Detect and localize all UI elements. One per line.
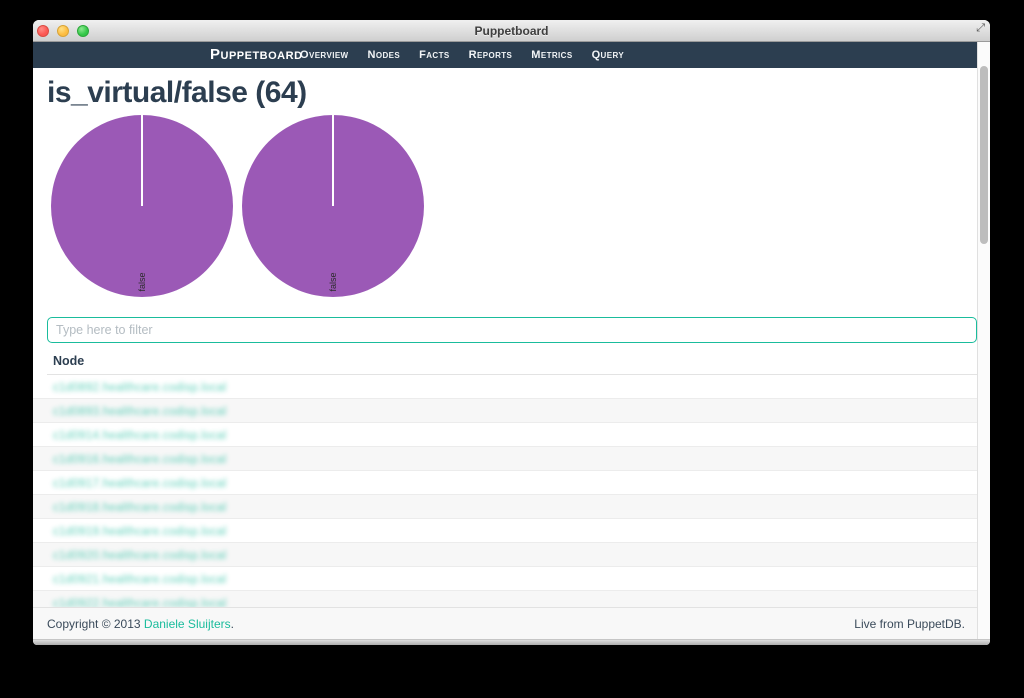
scrollbar-thumb[interactable]: [980, 66, 988, 244]
nav-item[interactable]: Metrics: [531, 49, 573, 61]
nav-item[interactable]: Query: [591, 49, 625, 61]
node-link-redacted[interactable]: c1d0893.healthcare.codisp.local: [53, 406, 227, 418]
filter-input[interactable]: [47, 317, 977, 343]
nav-item[interactable]: Facts: [419, 49, 450, 61]
table-header-divider: [47, 374, 977, 375]
author-link[interactable]: Daniele Sluijters: [143, 617, 231, 631]
nav-item[interactable]: Overview: [300, 49, 349, 61]
maximize-button[interactable]: [77, 25, 89, 37]
app-window: Puppetboard ⤢ Puppetboard Overview Nodes…: [33, 20, 990, 645]
table-row[interactable]: c1d0921.healthcare.codisp.local: [33, 567, 977, 591]
table-header-node: Node: [53, 354, 85, 368]
browser-viewport: Puppetboard Overview Nodes Facts Reports…: [33, 42, 990, 639]
node-link-redacted[interactable]: c1d0914.healthcare.codisp.local: [53, 430, 227, 442]
table-row[interactable]: c1d0918.healthcare.codisp.local: [33, 495, 977, 519]
table-row[interactable]: c1d0892.healthcare.codisp.local: [33, 375, 977, 399]
table-row[interactable]: c1d0920.healthcare.codisp.local: [33, 543, 977, 567]
table-row[interactable]: c1d0893.healthcare.codisp.local: [33, 399, 977, 423]
nav-menu: Overview Nodes Facts Reports Metrics Que…: [300, 42, 624, 68]
footer-copyright: Copyright © 2013 Daniele Sluijters.: [47, 617, 234, 631]
minimize-button[interactable]: [57, 25, 69, 37]
pie-slice-label: false: [137, 272, 147, 292]
fullscreen-icon[interactable]: ⤢: [976, 22, 985, 34]
traffic-lights: [37, 25, 89, 37]
table-row[interactable]: c1d0916.healthcare.codisp.local: [33, 447, 977, 471]
node-link-redacted[interactable]: c1d0892.healthcare.codisp.local: [53, 382, 227, 394]
table-row[interactable]: c1d0914.healthcare.codisp.local: [33, 423, 977, 447]
copyright-period: .: [230, 617, 234, 631]
table-row[interactable]: c1d0919.healthcare.codisp.local: [33, 519, 977, 543]
nodes-table-body: c1d0892.healthcare.codisp.local c1d0893.…: [33, 375, 977, 607]
pie-slice-divider: [332, 115, 334, 206]
scrollbar[interactable]: [977, 42, 990, 639]
brand-link[interactable]: Puppetboard: [210, 46, 303, 63]
table-row[interactable]: c1d0917.healthcare.codisp.local: [33, 471, 977, 495]
copyright-text: Copyright © 2013: [47, 617, 144, 631]
node-link-redacted[interactable]: c1d0922.healthcare.codisp.local: [53, 598, 227, 607]
nav-item[interactable]: Nodes: [367, 49, 401, 61]
window-titlebar[interactable]: Puppetboard ⤢: [33, 20, 990, 42]
page-title: is_virtual/false (64): [47, 76, 307, 109]
node-link-redacted[interactable]: c1d0919.healthcare.codisp.local: [53, 526, 227, 538]
window-bottom-edge: [33, 639, 990, 645]
nav-item[interactable]: Reports: [468, 49, 513, 61]
table-row[interactable]: c1d0922.healthcare.codisp.local: [33, 591, 977, 607]
footer-live-status: Live from PuppetDB.: [854, 617, 965, 631]
node-link-redacted[interactable]: c1d0921.healthcare.codisp.local: [53, 574, 227, 586]
node-link-redacted[interactable]: c1d0920.healthcare.codisp.local: [53, 550, 227, 562]
close-button[interactable]: [37, 25, 49, 37]
node-link-redacted[interactable]: c1d0917.healthcare.codisp.local: [53, 478, 227, 490]
puppetboard-page: Puppetboard Overview Nodes Facts Reports…: [33, 42, 977, 639]
node-link-redacted[interactable]: c1d0918.healthcare.codisp.local: [53, 502, 227, 514]
pie-slice-divider: [141, 115, 143, 206]
footer: Copyright © 2013 Daniele Sluijters. Live…: [33, 607, 977, 639]
pie-chart-1: false: [51, 115, 233, 297]
window-title: Puppetboard: [474, 24, 549, 38]
node-link-redacted[interactable]: c1d0916.healthcare.codisp.local: [53, 454, 227, 466]
pie-slice-label: false: [328, 272, 338, 292]
pie-chart-2: false: [242, 115, 424, 297]
navbar: Puppetboard Overview Nodes Facts Reports…: [33, 42, 977, 68]
